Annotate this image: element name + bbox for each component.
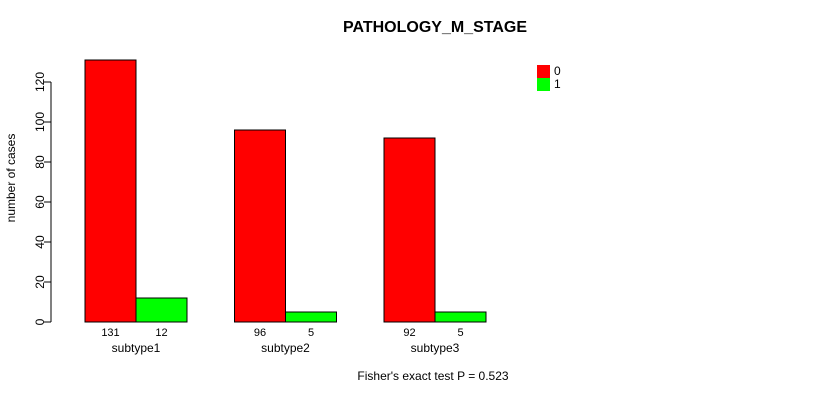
bar-value-label: 12 [155,327,167,339]
bar-value-label: 96 [254,327,266,339]
bar-subtype3-series-0 [383,137,436,323]
legend-label: 1 [554,77,561,91]
bar-value-label: 5 [308,327,314,339]
bar-value-label: 92 [403,327,415,339]
bar-subtype1-series-1 [135,297,188,323]
category-label: subtype2 [261,341,310,355]
legend-swatch-green [537,78,550,91]
bar-subtype2-series-0 [234,129,286,323]
chart-title: PATHOLOGY_M_STAGE [342,19,528,36]
legend-swatch-red [537,65,550,78]
bar-subtype1-series-0 [84,59,137,323]
bar-subtype2-series-1 [285,311,337,323]
bar-value-label: 5 [457,327,463,339]
legend-entry-1: 1 [537,78,561,91]
legend: 0 1 [537,65,561,91]
annotation-text: Fisher's exact test P = 0.523 [357,369,509,383]
legend-label: 0 [554,64,561,78]
legend-entry-0: 0 [537,65,561,78]
y-tick-label: 100 [33,112,47,132]
y-tick-label: 60 [33,195,47,209]
category-label: subtype3 [411,341,460,355]
y-tick-label: 40 [33,235,47,249]
bar-value-label: 131 [101,327,119,339]
bar-subtype3-series-1 [434,311,487,323]
y-tick-label: 20 [33,275,47,289]
y-tick-label: 0 [33,318,47,325]
y-tick-label: 120 [33,72,47,92]
y-tick-label: 80 [33,155,47,169]
category-label: subtype1 [112,341,161,355]
